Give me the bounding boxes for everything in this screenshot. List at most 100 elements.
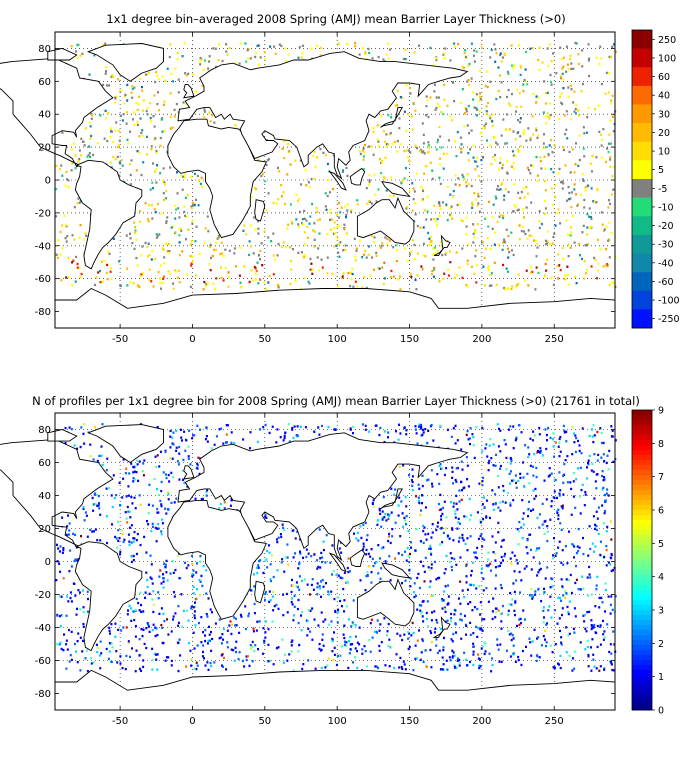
bin-cell <box>387 114 390 117</box>
bin-cell <box>583 277 586 280</box>
bin-cell <box>438 202 441 205</box>
bin-cell <box>393 493 396 496</box>
bin-cell <box>269 599 272 602</box>
bin-cell <box>305 219 308 222</box>
bin-cell <box>145 73 148 76</box>
bin-cell <box>362 147 365 150</box>
bin-cell <box>603 512 606 515</box>
bin-cell <box>203 657 206 660</box>
bin-cell <box>273 258 276 261</box>
bin-cell <box>587 463 590 466</box>
bin-cell <box>497 565 500 568</box>
bin-cell <box>480 46 483 49</box>
bin-cell <box>399 288 402 291</box>
bin-cell <box>438 465 441 468</box>
bin-cell <box>548 467 551 470</box>
bin-cell <box>377 55 380 59</box>
bin-cell <box>566 63 569 66</box>
bin-cell <box>354 635 357 638</box>
bin-cell <box>269 45 272 48</box>
bin-cell <box>398 423 401 426</box>
bin-cell <box>451 81 454 84</box>
bin-cell <box>535 95 538 98</box>
bin-cell <box>290 650 293 653</box>
bin-cell <box>430 424 433 427</box>
bin-cell <box>58 595 61 598</box>
bin-cell <box>169 127 172 130</box>
bin-cell <box>459 136 462 139</box>
bin-cell <box>155 658 158 661</box>
bin-cell <box>564 545 567 548</box>
bin-cell <box>307 181 310 184</box>
bin-cell <box>110 161 113 164</box>
bin-cell <box>485 70 488 73</box>
bin-cell <box>414 202 417 205</box>
bin-cell <box>479 658 482 661</box>
bin-cell <box>561 67 564 70</box>
bin-cell <box>94 502 97 506</box>
bin-cell <box>310 583 313 587</box>
bin-cell <box>530 509 533 513</box>
bin-cell <box>178 478 181 481</box>
bin-cell <box>144 241 147 245</box>
bin-cell <box>558 441 561 444</box>
bin-cell <box>515 437 518 440</box>
bin-cell <box>568 150 571 153</box>
bin-cell <box>555 441 558 444</box>
bin-cell <box>118 174 121 177</box>
bin-cell <box>528 500 531 504</box>
bin-cell <box>243 224 246 227</box>
bin-cell <box>225 424 228 427</box>
bin-cell <box>529 47 532 50</box>
bin-cell <box>398 666 401 669</box>
bin-cell <box>550 80 553 84</box>
bin-cell <box>483 506 486 510</box>
bin-cell <box>287 223 290 226</box>
bin-cell <box>532 508 535 511</box>
bin-cell <box>465 564 468 568</box>
bin-cell <box>385 145 388 148</box>
bin-cell <box>310 177 313 181</box>
bin-cell <box>175 102 178 106</box>
bin-cell <box>472 645 475 648</box>
bin-cell <box>301 218 304 221</box>
bin-cell <box>386 634 389 637</box>
bin-cell <box>474 556 477 559</box>
bin-cell <box>567 283 570 286</box>
bin-cell <box>309 630 312 633</box>
bin-cell <box>475 625 478 629</box>
bin-cell <box>608 449 611 453</box>
bin-cell <box>359 152 362 156</box>
bin-cell <box>374 630 377 633</box>
bin-cell <box>197 204 200 207</box>
bin-cell <box>267 544 270 547</box>
bin-cell <box>59 641 62 645</box>
bin-cell <box>389 276 392 279</box>
bin-cell <box>411 239 414 242</box>
bin-cell <box>407 554 410 557</box>
bin-cell <box>302 556 305 560</box>
bin-cell <box>609 661 612 664</box>
bin-cell <box>140 603 143 607</box>
bin-cell <box>558 540 561 543</box>
bin-cell <box>596 187 599 190</box>
bin-cell <box>227 285 230 288</box>
bin-cell <box>291 639 294 642</box>
bin-cell <box>575 103 578 107</box>
bin-cell <box>588 434 591 438</box>
bin-cell <box>561 613 564 617</box>
bin-cell <box>534 590 537 593</box>
bin-cell <box>368 638 371 642</box>
bin-cell <box>220 266 223 269</box>
bin-cell <box>220 252 223 255</box>
bin-cell <box>138 638 141 641</box>
bin-cell <box>160 582 163 585</box>
bin-cell <box>590 593 593 596</box>
bin-cell <box>573 183 576 186</box>
bin-cell <box>306 619 309 623</box>
bin-cell <box>379 426 382 430</box>
bin-cell <box>538 433 541 436</box>
bin-cell <box>339 576 342 579</box>
bin-cell <box>592 515 595 518</box>
bin-cell <box>562 493 565 496</box>
